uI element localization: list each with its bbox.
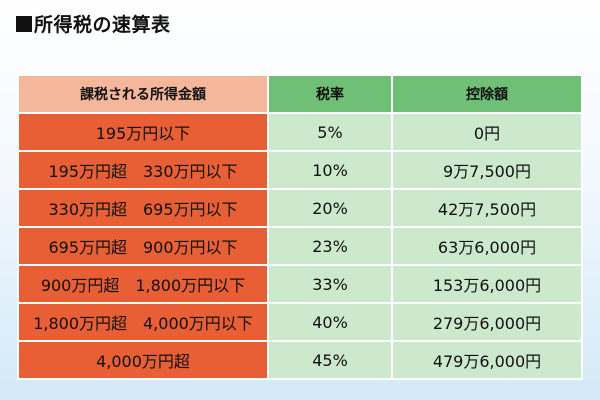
income-cell: 195万円超 330万円以下 <box>17 150 269 190</box>
rate-cell: 20% <box>267 188 393 228</box>
table-row: 900万円超 1,800万円以下 33% 153万6,000円 <box>17 264 583 304</box>
deduction-cell: 9万7,500円 <box>391 150 583 190</box>
rate-cell: 5% <box>267 112 393 152</box>
rate-cell: 33% <box>267 264 393 304</box>
income-cell: 195万円以下 <box>17 112 269 152</box>
table-row: 195万円以下 5% 0円 <box>17 112 583 152</box>
deduction-cell: 42万7,500円 <box>391 188 583 228</box>
deduction-cell: 153万6,000円 <box>391 264 583 304</box>
square-bullet-icon <box>16 15 32 32</box>
deduction-cell: 0円 <box>391 112 583 152</box>
deduction-cell: 479万6,000円 <box>391 340 583 380</box>
income-cell: 330万円超 695万円以下 <box>17 188 269 228</box>
header-rate: 税率 <box>267 74 393 114</box>
table-row: 195万円超 330万円以下 10% 9万7,500円 <box>17 150 583 190</box>
rate-cell: 40% <box>267 302 393 342</box>
income-cell: 1,800万円超 4,000万円以下 <box>17 302 269 342</box>
page-title: 所得税の速算表 <box>16 10 171 37</box>
page-title-text: 所得税の速算表 <box>34 14 171 36</box>
income-cell: 695万円超 900万円以下 <box>17 226 269 266</box>
deduction-cell: 63万6,000円 <box>391 226 583 266</box>
rate-cell: 10% <box>267 150 393 190</box>
deduction-cell: 279万6,000円 <box>391 302 583 342</box>
table-header-row: 課税される所得金額 税率 控除額 <box>17 74 583 114</box>
rate-cell: 45% <box>267 340 393 380</box>
table-row: 4,000万円超 45% 479万6,000円 <box>17 340 583 380</box>
rate-cell: 23% <box>267 226 393 266</box>
header-deduction: 控除額 <box>391 74 583 114</box>
income-cell: 4,000万円超 <box>17 340 269 380</box>
table-row: 695万円超 900万円以下 23% 63万6,000円 <box>17 226 583 266</box>
table-row: 1,800万円超 4,000万円以下 40% 279万6,000円 <box>17 302 583 342</box>
income-cell: 900万円超 1,800万円以下 <box>17 264 269 304</box>
header-income: 課税される所得金額 <box>17 74 269 114</box>
table-row: 330万円超 695万円以下 20% 42万7,500円 <box>17 188 583 228</box>
tax-rate-table: 課税される所得金額 税率 控除額 195万円以下 5% 0円 195万円超 33… <box>17 74 583 380</box>
